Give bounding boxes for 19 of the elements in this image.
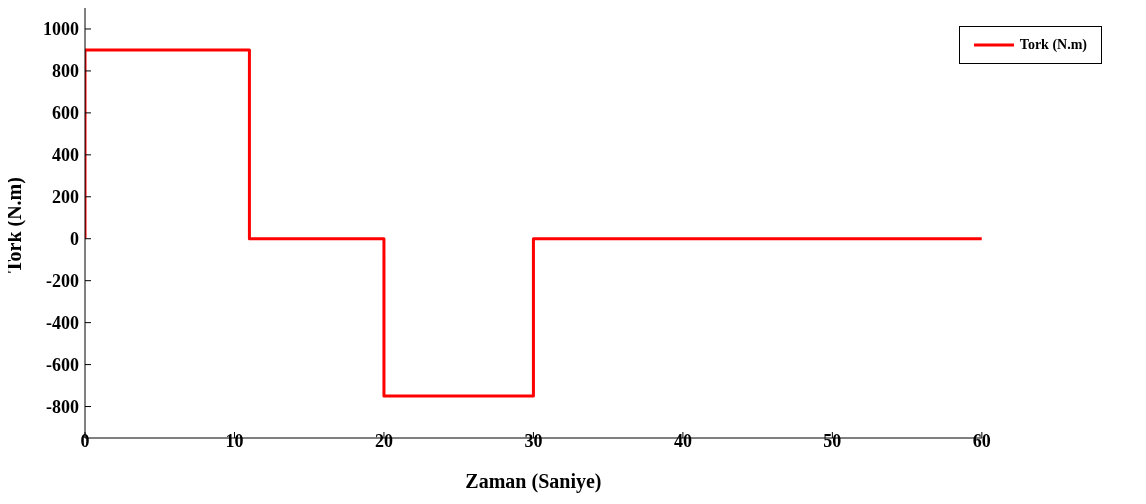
- y-tick-label: 800: [52, 61, 79, 82]
- x-axis-title: Zaman (Saniye): [465, 470, 602, 493]
- y-tick-label: 1000: [43, 19, 79, 40]
- legend-label: Tork (N.m): [1019, 37, 1087, 53]
- x-tick-label: 40: [673, 430, 692, 451]
- y-tick-label: -200: [46, 271, 79, 292]
- y-tick-label: -800: [46, 396, 79, 417]
- x-tick-label: 10: [225, 430, 244, 451]
- y-tick-label: 200: [52, 187, 79, 208]
- x-tick-label: 20: [374, 430, 393, 451]
- y-tick-label: 0: [70, 229, 79, 250]
- x-tick-label: 60: [972, 430, 991, 451]
- y-tick-label: -400: [46, 313, 79, 334]
- y-tick-label: 600: [52, 103, 79, 124]
- x-tick-label: 30: [524, 430, 543, 451]
- x-tick-label: 50: [823, 430, 842, 451]
- y-axis-title: Tork (N.m): [3, 177, 27, 273]
- y-tick-label: 400: [52, 145, 79, 166]
- y-tick-label: -600: [46, 354, 79, 375]
